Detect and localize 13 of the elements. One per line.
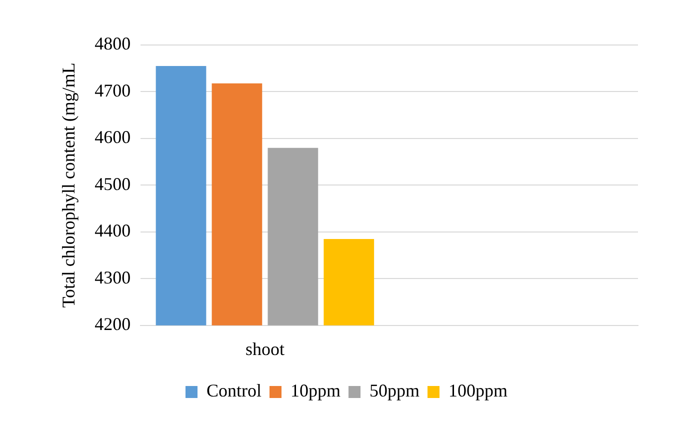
y-tick-label: 4500: [94, 174, 131, 194]
y-tick-label: 4400: [94, 220, 131, 241]
y-tick-label: 4800: [94, 34, 131, 54]
legend-label: 100ppm: [448, 380, 508, 401]
y-tick-label: 4300: [94, 267, 131, 288]
y-axis-title: Total chlorophyll content (mg/mL: [58, 62, 79, 308]
y-tick-label: 4600: [94, 127, 131, 148]
legend-label: 50ppm: [370, 380, 420, 401]
y-tick-label: 4700: [94, 80, 131, 100]
legend-label: Control: [206, 380, 262, 401]
x-tick-label: shoot: [245, 338, 284, 359]
y-tick-label: 4200: [94, 314, 131, 334]
legend-label: 10ppm: [290, 380, 341, 401]
